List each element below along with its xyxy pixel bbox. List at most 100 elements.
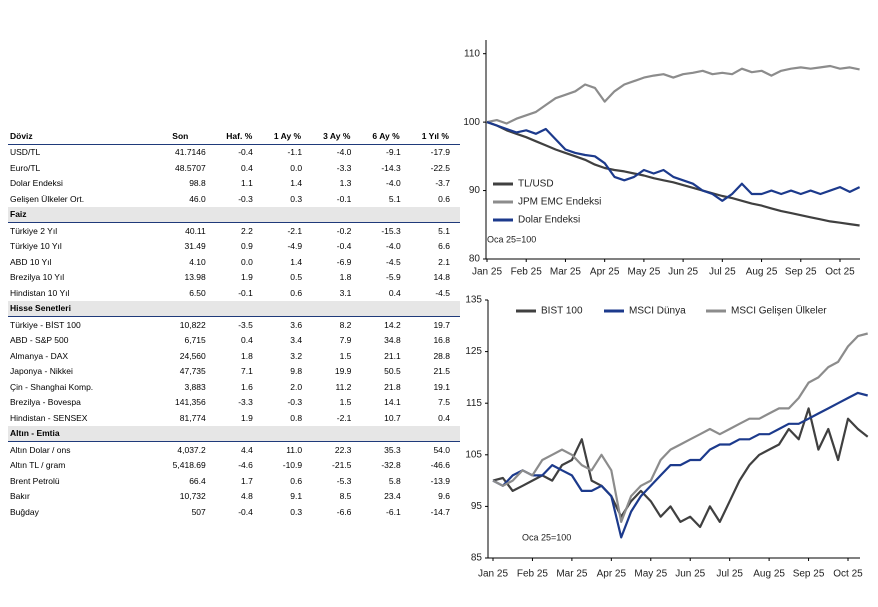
- value-cell: 6.6: [438, 241, 450, 252]
- value-cell: 6,715: [184, 335, 206, 346]
- value-cell: -5.3: [336, 475, 352, 486]
- value-cell: 0.4: [241, 162, 253, 173]
- row-label: Hindistan - SENSEX: [10, 412, 88, 423]
- value-cell: 1.6: [241, 381, 253, 392]
- value-cell: -10.9: [282, 460, 303, 471]
- value-cell: 40.11: [185, 225, 206, 236]
- header-cell: Son: [144, 128, 216, 145]
- value-cell: -3.3: [336, 162, 352, 173]
- value-cell: 3.2: [290, 350, 303, 361]
- x-tick-label: May 25: [627, 267, 660, 278]
- value-cell: 1.5: [339, 350, 352, 361]
- header-cell: 6 Ay %: [361, 128, 411, 145]
- section-row: Faiz: [8, 206, 460, 223]
- value-cell: 66.4: [189, 475, 206, 486]
- value-cell: 2.1: [438, 256, 450, 267]
- value-cell: 10,732: [179, 491, 206, 502]
- row-label: Japonya - Nikkei: [10, 366, 73, 377]
- value-cell: 9.8: [290, 366, 303, 377]
- value-cell: 2.0: [290, 381, 303, 392]
- value-cell: -46.6: [430, 460, 450, 471]
- value-cell: -3.7: [435, 178, 450, 189]
- x-tick-label: Mar 25: [556, 569, 588, 580]
- row-label: ABD - S&P 500: [10, 335, 69, 346]
- x-tick-label: Oct 25: [833, 569, 863, 580]
- value-cell: 0.6: [290, 287, 303, 298]
- value-cell: -15.3: [381, 225, 401, 236]
- data-row: USD/TL 41.7146 -0.4 -1.1 -4.0 -9.1 -17.9: [8, 144, 460, 160]
- value-cell: -0.3: [238, 193, 253, 204]
- value-cell: -4.5: [435, 287, 450, 298]
- value-cell: -9.1: [386, 147, 401, 158]
- series-line: [492, 391, 868, 539]
- x-tick-label: Jul 25: [716, 569, 743, 580]
- value-cell: -0.2: [336, 225, 352, 236]
- market-table: Döviz Son Haf. % 1 Ay % 3 Ay % 6 Ay % 1 Yıl % U…: [8, 128, 460, 520]
- y-tick-label: 100: [463, 117, 480, 128]
- value-cell: 1.3: [339, 178, 352, 189]
- legend-label: BIST 100: [541, 306, 583, 317]
- value-cell: 10,822: [179, 319, 206, 330]
- y-tick-label: 105: [465, 449, 482, 460]
- x-tick-label: Sep 25: [793, 569, 825, 580]
- value-cell: 8.5: [339, 491, 352, 502]
- x-tick-label: May 25: [634, 569, 667, 580]
- row-label: Brezilya 10 Yıl: [10, 272, 65, 283]
- value-cell: 54.0: [433, 444, 450, 455]
- value-cell: 4.8: [241, 491, 253, 502]
- section-row: Altın - Emtia: [8, 425, 460, 442]
- value-cell: 19.1: [433, 381, 450, 392]
- value-cell: 0.3: [290, 193, 303, 204]
- section-title: Altın - Emtia: [8, 425, 460, 442]
- value-cell: -14.3: [381, 162, 401, 173]
- value-cell: 23.4: [384, 491, 401, 502]
- value-cell: -4.6: [238, 460, 253, 471]
- value-cell: 5,418.69: [172, 460, 206, 471]
- value-cell: 5.8: [388, 475, 401, 486]
- row-label: Gelişen Ülkeler Ort.: [10, 193, 85, 204]
- legend-label: Dolar Endeksi: [518, 215, 580, 226]
- value-cell: -0.4: [238, 147, 253, 158]
- value-cell: 2.2: [241, 225, 253, 236]
- row-label: Altın Dolar / ons: [10, 444, 71, 455]
- row-label: Bakır: [10, 491, 30, 502]
- legend-label: MSCI Dünya: [629, 306, 686, 317]
- row-label: Almanya - DAX: [10, 350, 69, 361]
- value-cell: 3.1: [339, 287, 352, 298]
- value-cell: 1.4: [290, 256, 303, 267]
- y-tick-label: 90: [469, 185, 481, 196]
- value-cell: 21.1: [384, 350, 401, 361]
- value-cell: 22.3: [334, 444, 352, 455]
- series-line: [486, 121, 861, 202]
- value-cell: 24,560: [179, 350, 206, 361]
- value-cell: 7.9: [339, 335, 352, 346]
- value-cell: -2.1: [336, 412, 352, 423]
- data-row: ABD - S&P 500 6,715 0.4 3.4 7.9 34.8 16.8: [8, 333, 460, 349]
- value-cell: 19.7: [433, 319, 450, 330]
- y-tick-label: 80: [469, 254, 481, 265]
- header-cell: 3 Ay %: [312, 128, 362, 145]
- x-tick-label: Feb 25: [511, 267, 543, 278]
- data-row: Türkiye - BİST 100 10,822 -3.5 3.6 8.2 14.2 19…: [8, 317, 460, 333]
- value-cell: 4,037.2: [177, 444, 206, 455]
- row-label: Türkiye - BİST 100: [10, 319, 81, 330]
- series-line: [492, 332, 868, 523]
- value-cell: 35.3: [384, 444, 401, 455]
- data-row: Japonya - Nikkei 47,735 7.1 9.8 19.9 50.5 21.5: [8, 364, 460, 380]
- value-cell: -4.5: [386, 256, 401, 267]
- x-tick-label: Aug 25: [746, 267, 778, 278]
- data-row: Gelişen Ülkeler Ort. 46.0 -0.3 0.3 -0.1 5.1 0.…: [8, 191, 460, 207]
- value-cell: -0.3: [287, 397, 303, 408]
- value-cell: 48.5707: [175, 162, 206, 173]
- data-row: Brezilya 10 Yıl 13.98 1.9 0.5 1.8 -5.9 14.8: [8, 270, 460, 286]
- value-cell: -32.8: [381, 460, 401, 471]
- value-cell: 28.8: [433, 350, 450, 361]
- value-cell: 1.4: [290, 178, 303, 189]
- x-tick-label: Mar 25: [550, 267, 582, 278]
- header-cell: 1 Ay %: [262, 128, 313, 145]
- header-cell: Döviz: [8, 128, 145, 145]
- value-cell: 47,735: [179, 366, 206, 377]
- header-cell: Haf. %: [215, 128, 263, 145]
